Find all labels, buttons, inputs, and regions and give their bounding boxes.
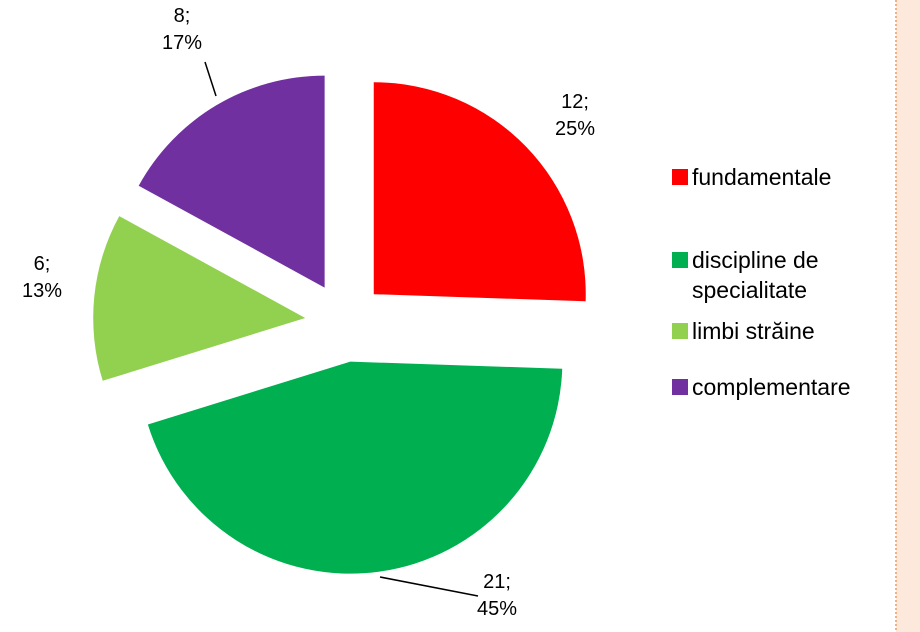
leader-line (379, 576, 479, 597)
data-label: 12; 25% (555, 91, 595, 140)
legend-label: limbi străine (692, 318, 815, 344)
pie-slice (373, 82, 586, 302)
leader-line (204, 61, 217, 97)
legend-swatch (672, 379, 688, 395)
legend-swatch (672, 169, 688, 185)
legend-label: discipline de specialitate (692, 247, 819, 303)
legend-item: discipline de specialitate (672, 245, 892, 305)
data-label: 6; 13% (22, 253, 62, 302)
data-label: 21; 45% (477, 571, 517, 620)
legend-label: complementare (692, 374, 851, 400)
pie-slice (93, 216, 306, 381)
pie-slice (138, 75, 325, 288)
legend-item: fundamentale (672, 162, 892, 192)
pie-slice (147, 361, 563, 574)
legend-item: limbi străine (672, 316, 892, 346)
slide-border (896, 0, 920, 632)
data-label: 8; 17% (162, 5, 202, 54)
legend-swatch (672, 252, 688, 268)
legend-label: fundamentale (692, 164, 832, 190)
legend-swatch (672, 323, 688, 339)
legend-item: complementare (672, 372, 892, 402)
